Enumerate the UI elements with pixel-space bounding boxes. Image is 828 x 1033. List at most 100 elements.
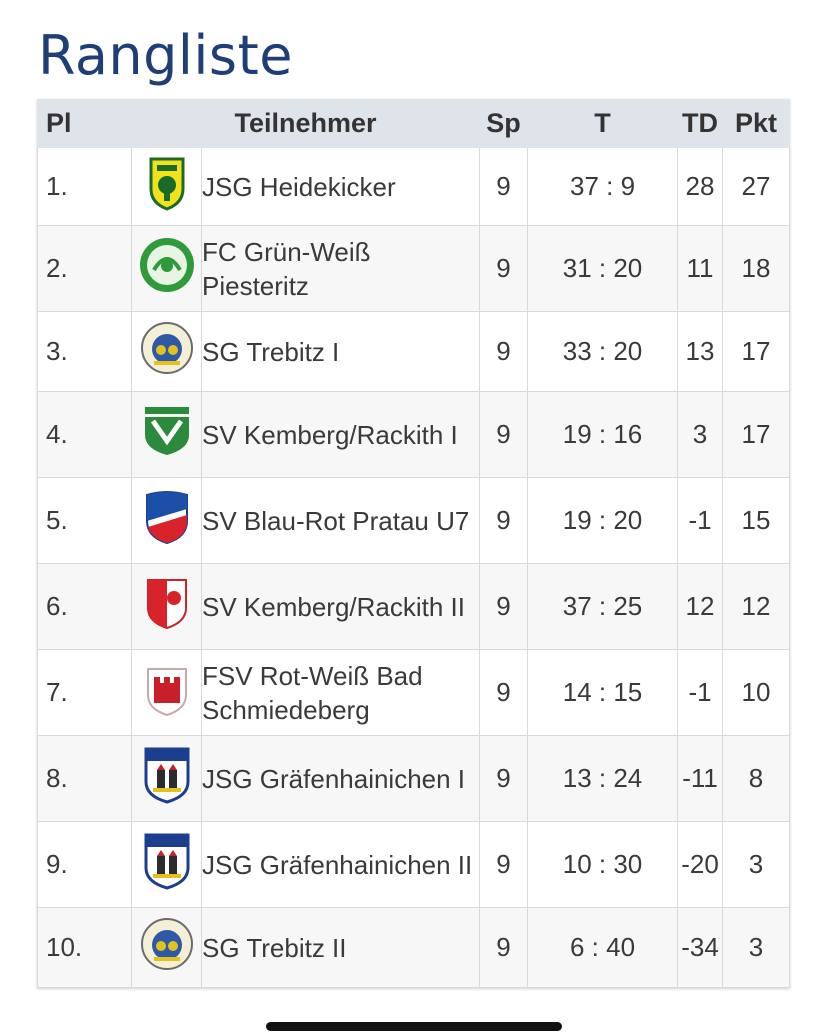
team-name-cell: SG Trebitz II — [200, 907, 481, 988]
team-logo-icon — [143, 746, 191, 811]
points-cell: 10 — [722, 649, 791, 736]
goals-cell: 37 : 25 — [527, 563, 679, 650]
goals-cell: 19 : 20 — [527, 477, 679, 564]
column-header-teilnehmer[interactable]: Teilnehmer — [130, 99, 481, 148]
rank-cell: 7. — [37, 649, 132, 736]
goals-cell: 19 : 16 — [527, 391, 679, 478]
games-played-cell: 9 — [479, 147, 529, 226]
points-cell: 3 — [722, 907, 791, 988]
points-cell: 27 — [722, 147, 791, 226]
games-played-cell: 9 — [479, 735, 529, 822]
team-name-cell: SV Kemberg/Rackith II — [200, 563, 481, 650]
column-header-t[interactable]: T — [527, 99, 679, 148]
table-row[interactable]: 8. JSG Gräfenhainichen I 9 13 : 24 -11 8 — [37, 735, 791, 822]
points-cell: 17 — [722, 311, 791, 392]
games-played-cell: 9 — [479, 477, 529, 564]
goals-cell: 14 : 15 — [527, 649, 679, 736]
team-name-cell: FC Grün-Weiß Piesteritz — [200, 225, 481, 312]
rank-cell: 1. — [37, 147, 132, 226]
games-played-cell: 9 — [479, 225, 529, 312]
rank-cell: 10. — [37, 907, 132, 988]
goals-cell: 13 : 24 — [527, 735, 679, 822]
team-logo-icon — [143, 489, 191, 552]
points-cell: 15 — [722, 477, 791, 564]
team-logo-icon — [139, 405, 195, 464]
goal-difference-cell: 13 — [677, 311, 724, 392]
points-cell: 3 — [722, 821, 791, 908]
rank-cell: 4. — [37, 391, 132, 478]
team-name-cell: FSV Rot-Weiß Bad Schmiedeberg — [200, 649, 481, 736]
goals-cell: 33 : 20 — [527, 311, 679, 392]
standings-table: Pl Teilnehmer Sp T TD Pkt 1. JSG Heidekic… — [37, 99, 791, 988]
rank-cell: 9. — [37, 821, 132, 908]
table-row[interactable]: 4. SV Kemberg/Rackith I 9 19 : 16 3 17 — [37, 391, 791, 478]
page-title: Rangliste — [38, 24, 293, 87]
goal-difference-cell: -20 — [677, 821, 724, 908]
games-played-cell: 9 — [479, 907, 529, 988]
goal-difference-cell: -34 — [677, 907, 724, 988]
team-logo-icon — [140, 917, 194, 978]
games-played-cell: 9 — [479, 821, 529, 908]
table-row[interactable]: 6. SV Kemberg/Rackith II 9 37 : 25 12 12 — [37, 563, 791, 650]
home-indicator[interactable] — [266, 1022, 562, 1031]
column-header-pl[interactable]: Pl — [37, 99, 132, 148]
team-logo-icon — [144, 576, 190, 637]
team-logo-icon — [140, 321, 194, 382]
rank-cell: 6. — [37, 563, 132, 650]
rank-cell: 3. — [37, 311, 132, 392]
games-played-cell: 9 — [479, 649, 529, 736]
rank-cell: 5. — [37, 477, 132, 564]
team-logo-icon — [138, 236, 196, 301]
goal-difference-cell: -11 — [677, 735, 724, 822]
points-cell: 8 — [722, 735, 791, 822]
table-row[interactable]: 2. FC Grün-Weiß Piesteritz 9 31 : 20 11 18 — [37, 225, 791, 312]
team-logo-cell — [131, 225, 202, 312]
goal-difference-cell: 3 — [677, 391, 724, 478]
rank-cell: 2. — [37, 225, 132, 312]
games-played-cell: 9 — [479, 311, 529, 392]
goal-difference-cell: -1 — [677, 649, 724, 736]
team-logo-icon — [143, 832, 191, 897]
goal-difference-cell: 28 — [677, 147, 724, 226]
goals-cell: 37 : 9 — [527, 147, 679, 226]
team-logo-cell — [131, 477, 202, 564]
team-logo-cell — [131, 649, 202, 736]
points-cell: 18 — [722, 225, 791, 312]
team-logo-icon — [144, 661, 190, 724]
games-played-cell: 9 — [479, 391, 529, 478]
goal-difference-cell: 11 — [677, 225, 724, 312]
team-name-cell: SV Kemberg/Rackith I — [200, 391, 481, 478]
goal-difference-cell: 12 — [677, 563, 724, 650]
goals-cell: 10 : 30 — [527, 821, 679, 908]
table-row[interactable]: 9. JSG Gräfenhainichen II 9 10 : 30 -20 3 — [37, 821, 791, 908]
table-row[interactable]: 10. SG Trebitz II 9 6 : 40 -34 3 — [37, 907, 791, 988]
team-name-cell: JSG Gräfenhainichen I — [200, 735, 481, 822]
team-name-cell: SG Trebitz I — [200, 311, 481, 392]
goal-difference-cell: -1 — [677, 477, 724, 564]
table-row[interactable]: 3. SG Trebitz I 9 33 : 20 13 17 — [37, 311, 791, 392]
column-header-td[interactable]: TD — [677, 99, 724, 148]
table-row[interactable]: 7. FSV Rot-Weiß Bad Schmiedeberg 9 14 : 15-… — [37, 649, 791, 736]
table-row[interactable]: 5. SV Blau-Rot Pratau U7 9 19 : 20 -1 15 — [37, 477, 791, 564]
goals-cell: 31 : 20 — [527, 225, 679, 312]
team-logo-icon — [147, 155, 187, 218]
team-logo-cell — [131, 563, 202, 650]
table-header: Pl Teilnehmer Sp T TD Pkt — [37, 99, 791, 148]
table-row[interactable]: 1. JSG Heidekicker 9 37 : 9 28 27 — [37, 147, 791, 226]
team-logo-cell — [131, 311, 202, 392]
rank-cell: 8. — [37, 735, 132, 822]
games-played-cell: 9 — [479, 563, 529, 650]
column-header-sp[interactable]: Sp — [479, 99, 529, 148]
team-logo-cell — [131, 735, 202, 822]
team-logo-cell — [131, 907, 202, 988]
team-logo-cell — [131, 391, 202, 478]
points-cell: 17 — [722, 391, 791, 478]
team-name-cell: SV Blau-Rot Pratau U7 — [200, 477, 481, 564]
column-header-pkt[interactable]: Pkt — [722, 99, 791, 148]
team-logo-cell — [131, 821, 202, 908]
points-cell: 12 — [722, 563, 791, 650]
team-name-cell: JSG Heidekicker — [200, 147, 481, 226]
goals-cell: 6 : 40 — [527, 907, 679, 988]
team-name-cell: JSG Gräfenhainichen II — [200, 821, 481, 908]
team-logo-cell — [131, 147, 202, 226]
